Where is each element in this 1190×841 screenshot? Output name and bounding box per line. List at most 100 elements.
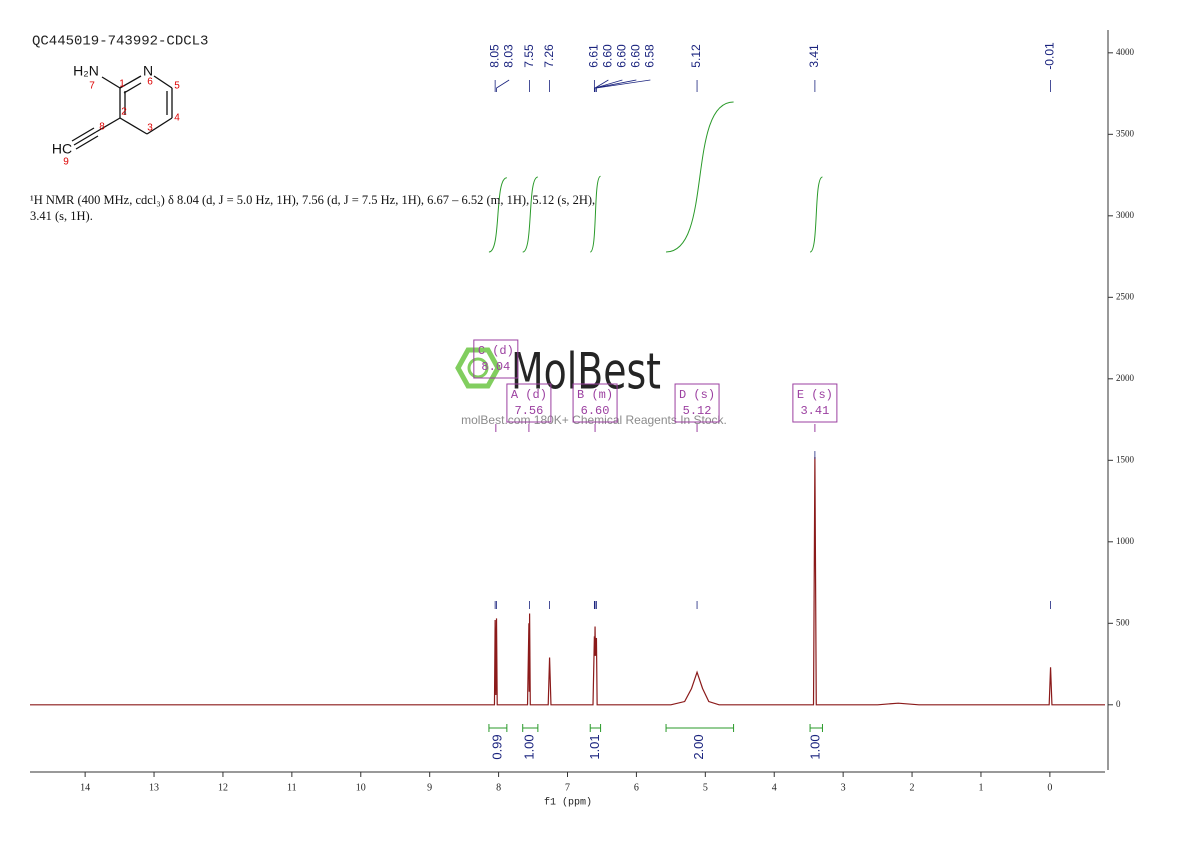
integral-curve (488, 177, 508, 253)
peak-leader (496, 79, 510, 92)
peak-label: 3.41 (807, 44, 821, 68)
multiplet-shift: 8.04 (481, 360, 510, 374)
peak-label: 8.05 (487, 44, 501, 68)
integral-bracket (809, 724, 823, 732)
atom-number: 4 (174, 113, 180, 124)
y-tick-label: 3000 (1116, 210, 1135, 220)
peak-label: 7.26 (542, 44, 556, 68)
peak-label: 6.60 (629, 44, 643, 68)
peak-label: 6.58 (643, 44, 657, 68)
integral-curve (809, 176, 823, 253)
x-tick-label: 11 (287, 782, 297, 793)
multiplet-shift: 6.60 (581, 404, 610, 418)
logo (455, 347, 501, 389)
integral-label: 2.00 (691, 734, 706, 759)
atom-label: HC (52, 141, 72, 157)
integral-bracket (522, 724, 539, 732)
x-tick-label: 3 (841, 782, 846, 793)
y-tick-label: 1000 (1116, 536, 1135, 546)
bond (95, 117, 121, 133)
integral-bracket (665, 724, 735, 732)
x-tick-label: 12 (218, 782, 228, 793)
multiplet-label: C (d) (478, 344, 514, 358)
x-tick-label: 2 (910, 782, 915, 793)
multiplet-box (473, 339, 519, 379)
atom-number: 3 (147, 123, 153, 134)
integral-bracket (488, 724, 508, 732)
x-tick-label: 5 (703, 782, 708, 793)
multiplet-box (572, 383, 618, 423)
molecule (71, 75, 173, 150)
bond (73, 131, 97, 146)
logo (467, 357, 489, 379)
description: ¹H NMR (400 MHz, cdcl₃) δ 8.04 (d, J = 5… (30, 193, 596, 223)
bond (71, 127, 95, 142)
x-axis-label: f1 (ppm) (544, 797, 592, 809)
integral-curve (522, 176, 539, 253)
x-tick-label: 4 (772, 782, 777, 793)
multiplet-shift: 3.41 (800, 404, 829, 418)
x-tick-label: 8 (496, 782, 501, 793)
x-tick-label: 10 (356, 782, 366, 793)
atom-label: N (143, 63, 153, 79)
bond (101, 76, 121, 89)
y-tick-label: 2500 (1116, 291, 1135, 301)
y-tick-label: 0 (1116, 699, 1121, 709)
integral-label: 1.01 (587, 734, 602, 759)
atom-number: 6 (147, 77, 153, 88)
multiplet-shift: 5.12 (683, 404, 712, 418)
watermark: MolBest molBest.com 180K+ Chemical Reage… (455, 343, 727, 427)
bond (153, 75, 173, 89)
watermark-tagline: molBest.com 180K+ Chemical Reagents In S… (461, 413, 727, 427)
x-tick-label: 1 (978, 782, 983, 793)
multiplet-label: B (m) (577, 388, 613, 402)
peak-label: 5.12 (689, 44, 703, 68)
multiplet-label: E (s) (797, 388, 833, 402)
multiplet-shift: 7.56 (515, 404, 544, 418)
integral-curve (589, 175, 602, 253)
x-tick-label: 13 (149, 782, 159, 793)
integral-curve (666, 101, 734, 253)
bond (123, 82, 142, 94)
peak-label: -0.01 (1043, 42, 1057, 70)
spectrum (30, 457, 1105, 706)
integral-bracket (589, 724, 602, 732)
integral-label: 1.00 (808, 734, 823, 759)
x-tick-label: 6 (634, 782, 639, 793)
peak-label: 6.60 (601, 44, 615, 68)
x-tick-label: 9 (427, 782, 432, 793)
atom-number: 7 (89, 81, 95, 92)
bond (146, 117, 173, 135)
multiplet-box (792, 383, 838, 423)
integral-label: 0.99 (489, 734, 504, 759)
x-tick-label: 0 (1047, 782, 1052, 793)
peak-leader (596, 79, 651, 92)
multiplet-label: A (d) (511, 388, 547, 402)
multiplet-label: D (s) (679, 388, 715, 402)
atom-label: H₂N (73, 63, 99, 79)
peak-label: 7.55 (522, 44, 536, 68)
y-tick-label: 500 (1116, 617, 1130, 627)
bond (75, 135, 99, 150)
multiplet-box (506, 383, 552, 423)
bond (119, 117, 148, 135)
peak-label: 8.03 (501, 44, 515, 68)
peak-leader (594, 79, 637, 92)
title: QC445019-743992-CDCL3 (32, 34, 208, 50)
integral-label: 1.00 (522, 734, 537, 759)
y-tick-label: 4000 (1116, 47, 1135, 57)
multiplet-box (674, 383, 720, 423)
atom-number: 8 (99, 122, 105, 133)
y-tick-label: 3500 (1116, 128, 1135, 138)
atom-number: 9 (63, 157, 69, 168)
y-tick-label: 2000 (1116, 373, 1135, 383)
atom-number: 2 (121, 107, 127, 118)
x-tick-label: 7 (565, 782, 570, 793)
x-tick-label: 14 (80, 782, 90, 793)
bond (119, 75, 142, 89)
atom-number: 1 (119, 79, 125, 90)
watermark-brand: MolBest (511, 343, 661, 401)
atom-number: 5 (174, 81, 180, 92)
